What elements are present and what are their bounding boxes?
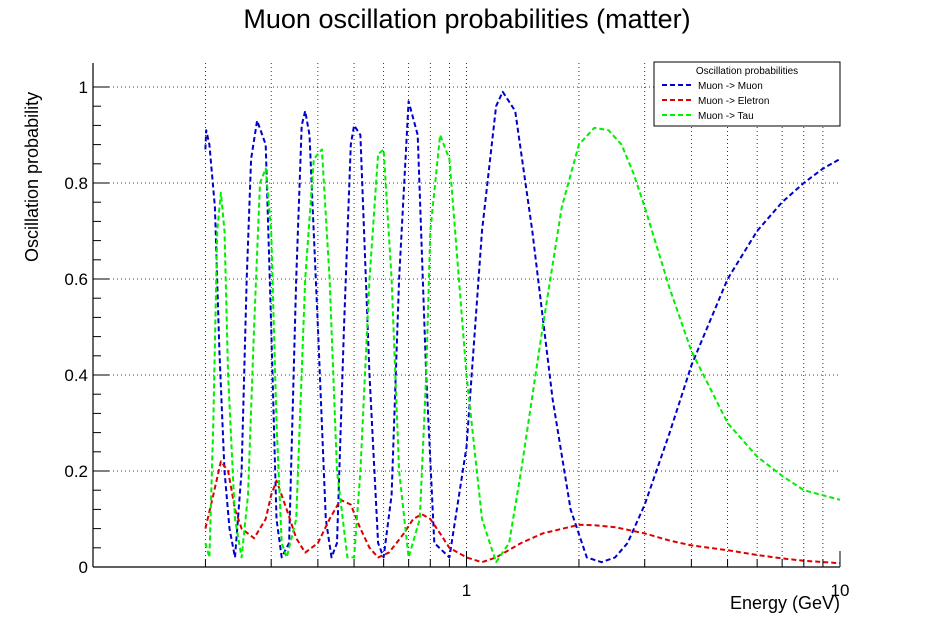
chart-title: Muon oscillation probabilities (matter): [243, 4, 691, 34]
series-line-3: [204, 126, 841, 564]
y-tick-label: 0.2: [64, 462, 88, 481]
x-axis-title: Energy (GeV): [730, 593, 840, 613]
legend: Oscillation probabilities Muon -> MuonMu…: [653, 61, 841, 127]
axes: 1 10 0 0.2 0.4 0.6 0.8 1: [64, 63, 849, 600]
series-lines: [204, 90, 841, 565]
legend-entry: Muon -> Muon: [698, 81, 763, 92]
legend-box: [653, 61, 841, 127]
legend-entry: Muon -> Tau: [698, 111, 754, 122]
series-line-1: [204, 90, 841, 564]
y-tick-label: 1: [79, 78, 88, 97]
x-tick-label: 10: [831, 581, 850, 600]
y-axis-title: Oscillation probability: [22, 92, 42, 262]
y-tick-label: 0.8: [64, 174, 88, 193]
legend-items: Muon -> Muon Muon -> Eletron Muon -> Tau: [662, 81, 769, 122]
grid: [93, 63, 840, 567]
x-tick-label: 1: [462, 581, 471, 600]
series-line-2: [204, 460, 841, 565]
y-tick-label: 0.4: [64, 366, 88, 385]
legend-title: Oscillation probabilities: [696, 66, 798, 77]
y-tick-label: 0.6: [64, 270, 88, 289]
y-tick-label: 0: [79, 558, 88, 577]
legend-entry: Muon -> Eletron: [698, 96, 769, 107]
